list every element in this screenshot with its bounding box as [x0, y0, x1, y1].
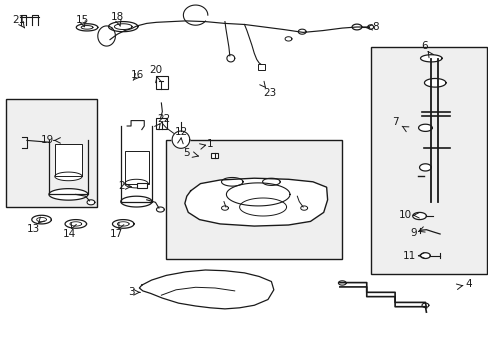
Polygon shape — [419, 164, 430, 171]
Polygon shape — [420, 253, 429, 258]
Polygon shape — [221, 177, 243, 186]
Polygon shape — [418, 124, 431, 131]
Text: 1: 1 — [206, 139, 213, 149]
Text: 22: 22 — [157, 114, 170, 124]
Polygon shape — [37, 217, 46, 222]
Text: 21: 21 — [12, 15, 25, 25]
Polygon shape — [184, 178, 327, 226]
Polygon shape — [226, 183, 289, 206]
Text: 14: 14 — [62, 229, 76, 239]
Bar — [6, 99, 97, 207]
Polygon shape — [300, 206, 307, 210]
Bar — [211, 153, 218, 158]
Polygon shape — [285, 37, 291, 41]
Polygon shape — [172, 131, 189, 148]
Polygon shape — [124, 179, 148, 188]
Polygon shape — [117, 222, 129, 226]
Text: 11: 11 — [402, 251, 416, 261]
Polygon shape — [65, 220, 86, 228]
Polygon shape — [351, 24, 361, 30]
Text: 10: 10 — [398, 210, 410, 220]
Polygon shape — [298, 29, 305, 34]
Bar — [137, 183, 146, 188]
Polygon shape — [55, 172, 82, 181]
Polygon shape — [420, 55, 441, 62]
Text: 12: 12 — [175, 127, 188, 138]
Polygon shape — [139, 270, 273, 309]
Text: 4: 4 — [464, 279, 471, 289]
Polygon shape — [32, 215, 51, 224]
Polygon shape — [49, 189, 88, 200]
Bar — [156, 118, 167, 129]
Text: 6: 6 — [420, 41, 427, 51]
Text: 7: 7 — [391, 117, 398, 127]
Polygon shape — [108, 22, 138, 32]
Text: 19: 19 — [41, 135, 55, 145]
Bar — [155, 76, 167, 89]
Bar — [124, 151, 149, 184]
Text: 13: 13 — [26, 224, 40, 234]
Polygon shape — [412, 212, 426, 220]
Polygon shape — [114, 24, 132, 30]
Text: 16: 16 — [131, 70, 144, 80]
Text: 2: 2 — [118, 181, 124, 192]
Polygon shape — [421, 303, 428, 307]
Text: 15: 15 — [75, 15, 89, 25]
Polygon shape — [121, 196, 152, 207]
Text: 9: 9 — [409, 228, 416, 238]
Polygon shape — [221, 206, 228, 210]
Polygon shape — [87, 200, 95, 205]
Polygon shape — [239, 198, 286, 216]
Text: 5: 5 — [183, 148, 190, 158]
Bar — [166, 140, 342, 259]
Polygon shape — [70, 222, 81, 226]
Bar — [370, 47, 486, 274]
Text: 17: 17 — [109, 229, 123, 239]
Text: 20: 20 — [149, 65, 162, 75]
Bar — [258, 64, 264, 70]
Polygon shape — [76, 24, 98, 31]
Polygon shape — [156, 207, 164, 212]
Text: 23: 23 — [263, 88, 276, 98]
Polygon shape — [367, 25, 373, 29]
Polygon shape — [112, 220, 134, 228]
Text: 8: 8 — [371, 22, 378, 32]
Text: 3: 3 — [127, 287, 134, 297]
Text: 18: 18 — [110, 12, 124, 22]
Polygon shape — [424, 78, 445, 87]
Polygon shape — [81, 26, 93, 29]
Polygon shape — [338, 281, 346, 285]
Polygon shape — [262, 178, 280, 185]
Bar — [55, 144, 81, 176]
Polygon shape — [226, 55, 234, 62]
